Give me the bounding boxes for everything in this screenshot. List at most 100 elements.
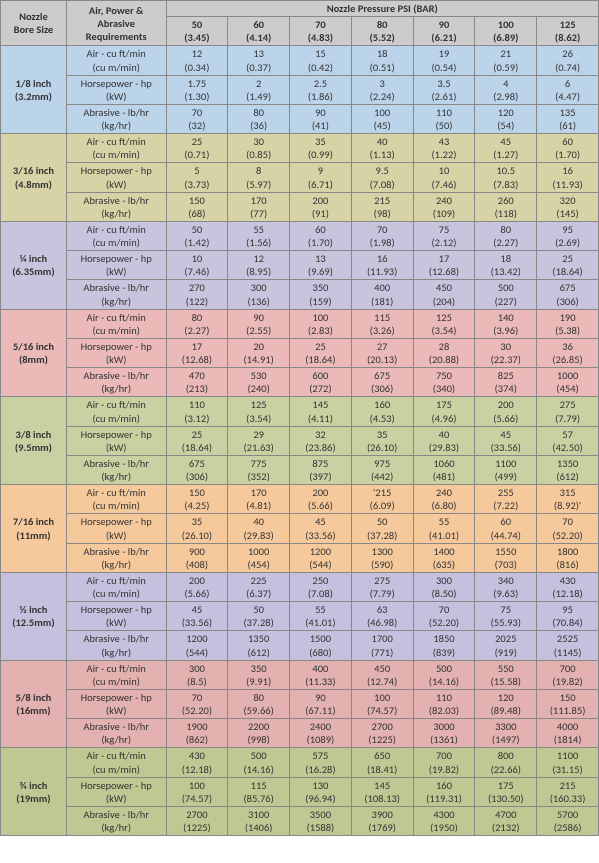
requirement-hp: Horsepower - hp(kW) (66, 163, 166, 192)
value: 110(82.03) (413, 689, 475, 718)
requirement-abr: Abrasive - lb/hr(kg/hr) (66, 543, 166, 572)
value: 400(181) (351, 280, 413, 309)
value: 70(52.20) (413, 602, 475, 631)
bore-size: ½ inch(12.5mm) (1, 572, 67, 660)
nozzle-pressure-table: NozzleBore SizeAir, Power &AbrasiveRequi… (0, 0, 599, 836)
requirement-abr: Abrasive - lb/hr(kg/hr) (66, 631, 166, 660)
value: 100(74.57) (351, 689, 413, 718)
value: 57(42.50) (537, 426, 599, 455)
value: 25(18.64) (290, 338, 352, 367)
value: 40(29.83) (228, 514, 290, 543)
value: 55(41.01) (413, 514, 475, 543)
value: 70(1.98) (351, 221, 413, 250)
requirement-abr: Abrasive - lb/hr(kg/hr) (66, 192, 166, 221)
value: 29(21.63) (228, 426, 290, 455)
value: 1200(544) (166, 631, 228, 660)
value: 1700(771) (351, 631, 413, 660)
value: 125(3.54) (228, 397, 290, 426)
value: 130(96.94) (290, 777, 352, 806)
value: 17(12.68) (166, 338, 228, 367)
value: 750(340) (413, 368, 475, 397)
requirement-abr: Abrasive - lb/hr(kg/hr) (66, 719, 166, 748)
value: 250(7.08) (290, 572, 352, 601)
value: 3100(1406) (228, 806, 290, 835)
value: 55(41.01) (290, 602, 352, 631)
value: 150(68) (166, 192, 228, 221)
value: 190(5.38) (537, 309, 599, 338)
value: 175(4.96) (413, 397, 475, 426)
value: 30(0.85) (228, 134, 290, 163)
value: 60(1.70) (290, 221, 352, 250)
value: 35(26.10) (166, 514, 228, 543)
value: 675(306) (537, 280, 599, 309)
value: 170(77) (228, 192, 290, 221)
value: 120(89.48) (475, 689, 537, 718)
value: 145(108.13) (351, 777, 413, 806)
value: 18(0.51) (351, 46, 413, 75)
value: 1060(481) (413, 455, 475, 484)
requirement-abr: Abrasive - lb/hr(kg/hr) (66, 368, 166, 397)
col-pressure: Nozzle Pressure PSI (BAR) (166, 1, 598, 17)
value: 100(74.57) (166, 777, 228, 806)
value: 40(29.83) (413, 426, 475, 455)
requirement-hp: Horsepower - hp(kW) (66, 75, 166, 104)
value: 12(0.34) (166, 46, 228, 75)
value: 140(3.96) (475, 309, 537, 338)
value: 5700(2586) (537, 806, 599, 835)
value: 3300(1497) (475, 719, 537, 748)
value: 675(306) (351, 368, 413, 397)
value: 1200(544) (290, 543, 352, 572)
value: 13(0.37) (228, 46, 290, 75)
value: 21(0.59) (475, 46, 537, 75)
bore-size: ¾ inch(19mm) (1, 748, 67, 836)
value: 650(18.41) (351, 748, 413, 777)
value: 70(32) (166, 104, 228, 133)
value: 43(1.22) (413, 134, 475, 163)
requirement-abr: Abrasive - lb/hr(kg/hr) (66, 104, 166, 133)
value: 45(33.56) (475, 426, 537, 455)
value: 175(130.50) (475, 777, 537, 806)
requirement-air: Air - cu ft/min(cu m/min) (66, 485, 166, 514)
value: 1000(454) (537, 368, 599, 397)
value: 28(20.88) (413, 338, 475, 367)
value: 430(12.18) (537, 572, 599, 601)
value: 35(0.99) (290, 134, 352, 163)
value: 20(14.91) (228, 338, 290, 367)
value: 240(6.80) (413, 485, 475, 514)
pressure-100: 100(6.89) (475, 17, 537, 46)
value: 36(26.85) (537, 338, 599, 367)
value: 110(3.12) (166, 397, 228, 426)
bore-size: 5/8 inch(16mm) (1, 660, 67, 748)
value: 60(44.74) (475, 514, 537, 543)
value: 4300(1950) (413, 806, 475, 835)
value: 50(37.28) (228, 602, 290, 631)
value: 2200(998) (228, 719, 290, 748)
value: 9(6.71) (290, 163, 352, 192)
requirement-air: Air - cu ft/min(cu m/min) (66, 572, 166, 601)
requirement-abr: Abrasive - lb/hr(kg/hr) (66, 806, 166, 835)
value: 215(160.33) (537, 777, 599, 806)
value: 6(4.47) (537, 75, 599, 104)
value: 75(2.12) (413, 221, 475, 250)
pressure-70: 70(4.83) (290, 17, 352, 46)
value: 2400(1089) (290, 719, 352, 748)
value: 50(1.42) (166, 221, 228, 250)
value: 25(0.71) (166, 134, 228, 163)
value: 300(8.50) (413, 572, 475, 601)
value: 1100(31.15) (537, 748, 599, 777)
value: 5(3.73) (166, 163, 228, 192)
value: '215(6.09) (351, 485, 413, 514)
value: 25(18.64) (166, 426, 228, 455)
value: 1550(703) (475, 543, 537, 572)
value: 100(45) (351, 104, 413, 133)
value: 90(67.11) (290, 689, 352, 718)
value: 275(7.79) (537, 397, 599, 426)
value: 70(52.20) (537, 514, 599, 543)
value: 775(352) (228, 455, 290, 484)
value: 2525(1145) (537, 631, 599, 660)
value: 270(122) (166, 280, 228, 309)
value: 2(1.49) (228, 75, 290, 104)
value: 40(1.13) (351, 134, 413, 163)
value: 90(41) (290, 104, 352, 133)
value: 2025(919) (475, 631, 537, 660)
